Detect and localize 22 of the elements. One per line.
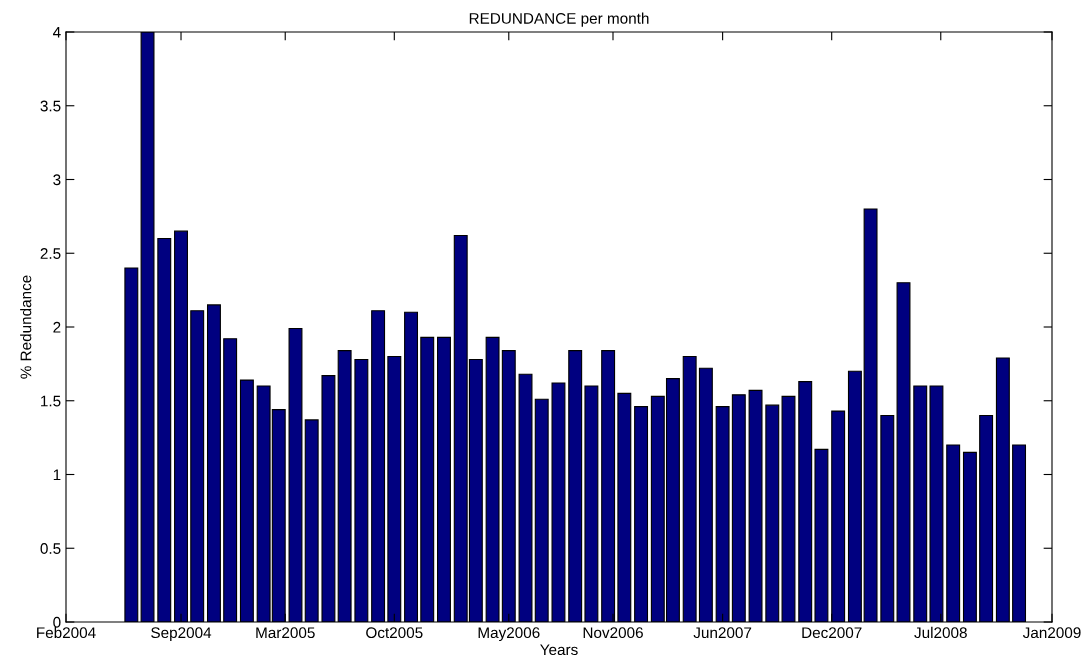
x-tick-label: Sep2004 — [151, 627, 212, 642]
x-tick-label: May2006 — [478, 627, 540, 642]
x-tick-label: Oct2005 — [366, 627, 423, 639]
chart-title: REDUNDANCE per month — [469, 12, 649, 27]
y-tick-label: 3.5 — [40, 100, 61, 112]
y-tick-label: 1 — [53, 469, 61, 481]
x-tick-label: Jul2008 — [914, 626, 967, 639]
y-tick-label: 2.5 — [40, 248, 61, 259]
x-tick-label: Jan2009 — [1022, 627, 1081, 639]
x-tick-label: Dec2007 — [802, 627, 862, 639]
x-tick-label: Jun2007 — [693, 627, 752, 639]
y-tick-label: 4 — [52, 27, 61, 38]
y-axis-title: % Redundance — [20, 275, 32, 379]
y-tick-label: 0 — [53, 616, 61, 628]
x-tick-label: Nov2006 — [583, 627, 643, 639]
x-axis-title: Years — [540, 644, 578, 656]
y-tick-label: 0.5 — [40, 543, 61, 554]
x-tick-label: Mar2005 — [256, 627, 315, 639]
x-tick-label: Feb2004 — [37, 626, 96, 639]
y-tick-label: 1.5 — [41, 395, 61, 407]
y-tick-label: 3 — [53, 174, 61, 186]
y-tick-label: 2 — [53, 321, 61, 333]
